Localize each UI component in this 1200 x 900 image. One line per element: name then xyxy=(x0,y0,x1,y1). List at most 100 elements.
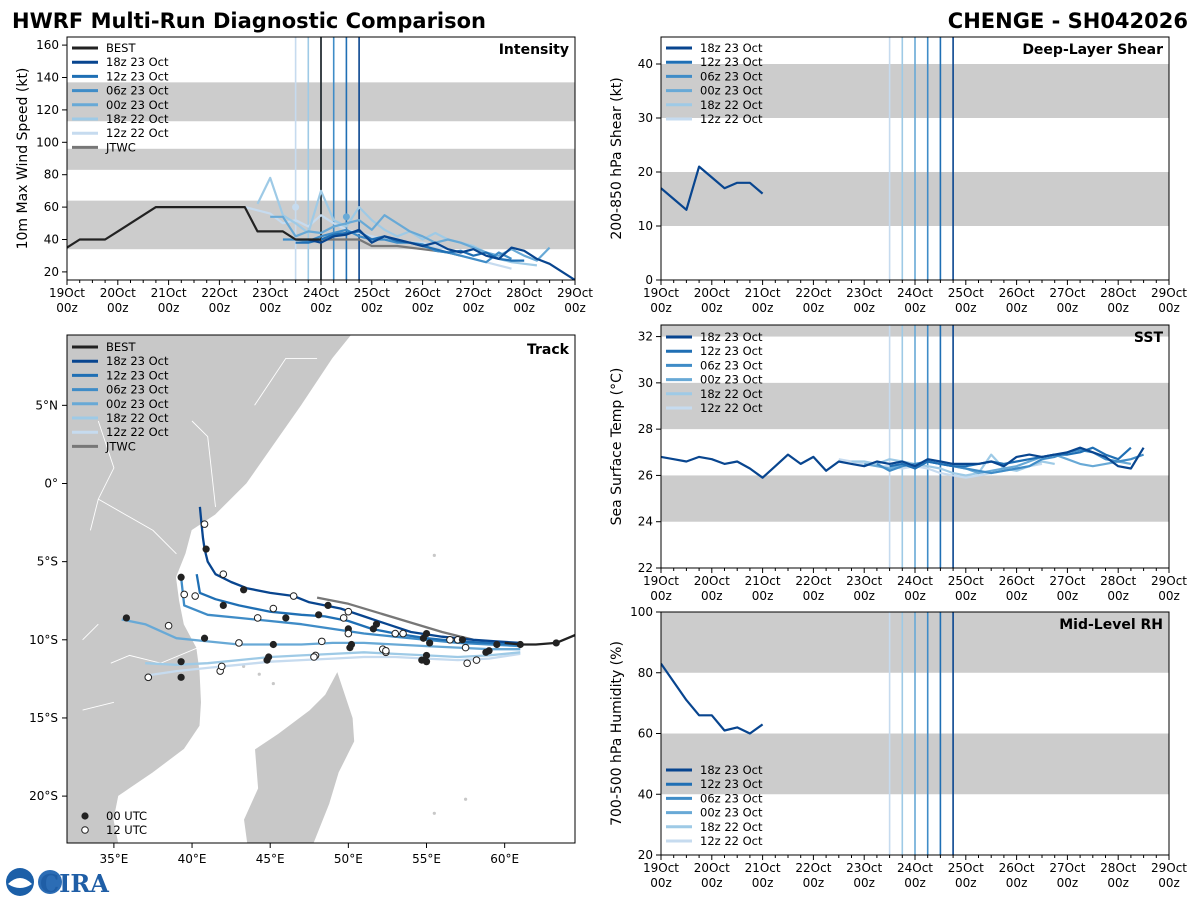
x-tick-label: 20Oct xyxy=(694,286,730,300)
africa-landmass xyxy=(67,335,352,843)
x-tick-label: 27Oct xyxy=(455,286,491,300)
plot-area xyxy=(661,612,1169,855)
best-track-point xyxy=(552,639,560,647)
track-point-12utc xyxy=(253,614,262,622)
track-point-00utc xyxy=(485,647,493,655)
country-border xyxy=(191,420,216,507)
track-point-12utc xyxy=(180,590,189,599)
y-tick-label: 60 xyxy=(44,200,59,214)
x-tick-label: 23Oct xyxy=(846,286,882,300)
x-tick-label: 24Oct xyxy=(897,286,933,300)
track-point-12utc xyxy=(382,646,390,655)
lon-tick-label: 55°E xyxy=(412,852,441,866)
country-border xyxy=(82,701,115,711)
x-tick-label-hour: 00z xyxy=(209,301,231,315)
lat-tick-label: 0° xyxy=(44,476,58,490)
panel-title: Intensity xyxy=(499,42,569,58)
legend-entry: 00z 23 Oct xyxy=(106,397,169,411)
country-border xyxy=(82,623,99,641)
track-point-12utc xyxy=(164,621,173,630)
y-tick-label: 10 xyxy=(638,219,653,233)
map-frame xyxy=(66,334,576,844)
plot-area xyxy=(661,37,1169,280)
x-tick-label-hour: 00z xyxy=(904,876,926,890)
y-tick-label: 40 xyxy=(638,57,653,71)
legend-entry: BEST xyxy=(106,41,136,55)
x-tick-label-hour: 00z xyxy=(513,301,535,315)
y-tick-label: 100 xyxy=(630,605,653,619)
x-tick-label-hour: 00z xyxy=(259,301,281,315)
legend-entry: 12z 23 Oct xyxy=(106,368,169,382)
x-tick-label-hour: 00z xyxy=(1158,301,1180,315)
legend-entry: 12z 22 Oct xyxy=(106,126,169,140)
legend-entry: 12z 22 Oct xyxy=(106,425,169,439)
y-tick-label: 20 xyxy=(638,165,653,179)
x-tick-label-hour: 00z xyxy=(955,589,977,603)
legend-entry: 00z 23 Oct xyxy=(700,373,763,387)
track-point-00utc xyxy=(493,640,501,649)
x-tick-label: 27Oct xyxy=(1049,861,1085,875)
island xyxy=(257,672,261,676)
track-point-00utc xyxy=(422,651,431,660)
y-tick-label: 140 xyxy=(36,71,59,85)
lon-tick-label: 60°E xyxy=(490,852,519,866)
x-tick-label-hour: 00z xyxy=(1057,301,1079,315)
cira-logo: CIRA xyxy=(6,868,109,898)
legend-entry: 18z 22 Oct xyxy=(700,387,763,401)
panel-title: Deep-Layer Shear xyxy=(1022,42,1163,58)
track-panel: 35°E 40°E 45°E 50°E 55°E 60°E 5°N 0° 5°S 10°S 15°S… xyxy=(29,334,576,866)
x-tick-label: 19Oct xyxy=(643,861,679,875)
legend-entry: 18z 23 Oct xyxy=(106,55,169,69)
series-line-r18z23 xyxy=(661,165,764,211)
x-tick-label-hour: 00z xyxy=(701,301,723,315)
legend-entry: 18z 23 Oct xyxy=(700,41,763,55)
legend-entry: 12z 22 Oct xyxy=(700,834,763,848)
lat-tick-label: 5°S xyxy=(37,555,58,569)
x-tick-label: 27Oct xyxy=(1049,286,1085,300)
x-tick-label-hour: 00z xyxy=(904,301,926,315)
x-tick-label: 20Oct xyxy=(694,861,730,875)
series-line-r18z22 xyxy=(851,453,1055,477)
track-point-00utc xyxy=(315,611,323,619)
noaa-wave-icon xyxy=(8,878,32,888)
y-tick-label: 30 xyxy=(638,111,653,125)
x-tick-label: 27Oct xyxy=(1049,574,1085,588)
track-point-12utc xyxy=(317,637,326,646)
y-tick-label: 20 xyxy=(44,265,59,279)
legend-entry: 06z 23 Oct xyxy=(700,791,763,805)
x-tick-label: 21Oct xyxy=(745,286,781,300)
track-point-12utc xyxy=(219,570,228,578)
legend-entry: 18z 22 Oct xyxy=(700,98,763,112)
series-line-best xyxy=(67,206,321,249)
legend-entry: 00z 23 Oct xyxy=(700,84,763,98)
track-point-12utc xyxy=(344,607,353,616)
x-tick-label: 24Oct xyxy=(897,861,933,875)
x-tick-label: 28Oct xyxy=(506,286,542,300)
legend-entry: 12z 23 Oct xyxy=(700,55,763,69)
x-tick-label-hour: 00z xyxy=(1158,589,1180,603)
lon-tick-label: 35°E xyxy=(99,852,128,866)
legend-entry: 06z 23 Oct xyxy=(700,358,763,372)
x-tick-label-hour: 00z xyxy=(853,301,875,315)
x-tick-label: 28Oct xyxy=(1100,286,1136,300)
csu-logo-icon xyxy=(38,870,62,894)
map-area xyxy=(67,335,575,843)
country-border xyxy=(254,357,318,406)
legend-entry: 12z 23 Oct xyxy=(700,344,763,358)
madagascar-landmass xyxy=(243,670,356,843)
x-tick-label: 19Oct xyxy=(49,286,85,300)
x-tick-label-hour: 00z xyxy=(803,876,825,890)
y-tick-label: 28 xyxy=(638,422,653,436)
track-line-r18z22 xyxy=(145,651,521,666)
lat-tick-label: 20°S xyxy=(29,789,58,803)
panel-title: Track xyxy=(527,342,570,358)
track-point-12utc xyxy=(217,662,226,671)
shear-panel: 19Oct00z20Oct00z21Oct00z22Oct00z23Oct00z… xyxy=(609,36,1187,315)
init-marker xyxy=(342,213,350,221)
track-point-00utc xyxy=(324,601,332,610)
x-tick-label-hour: 00z xyxy=(853,589,875,603)
y-tick-label: 40 xyxy=(638,787,653,801)
